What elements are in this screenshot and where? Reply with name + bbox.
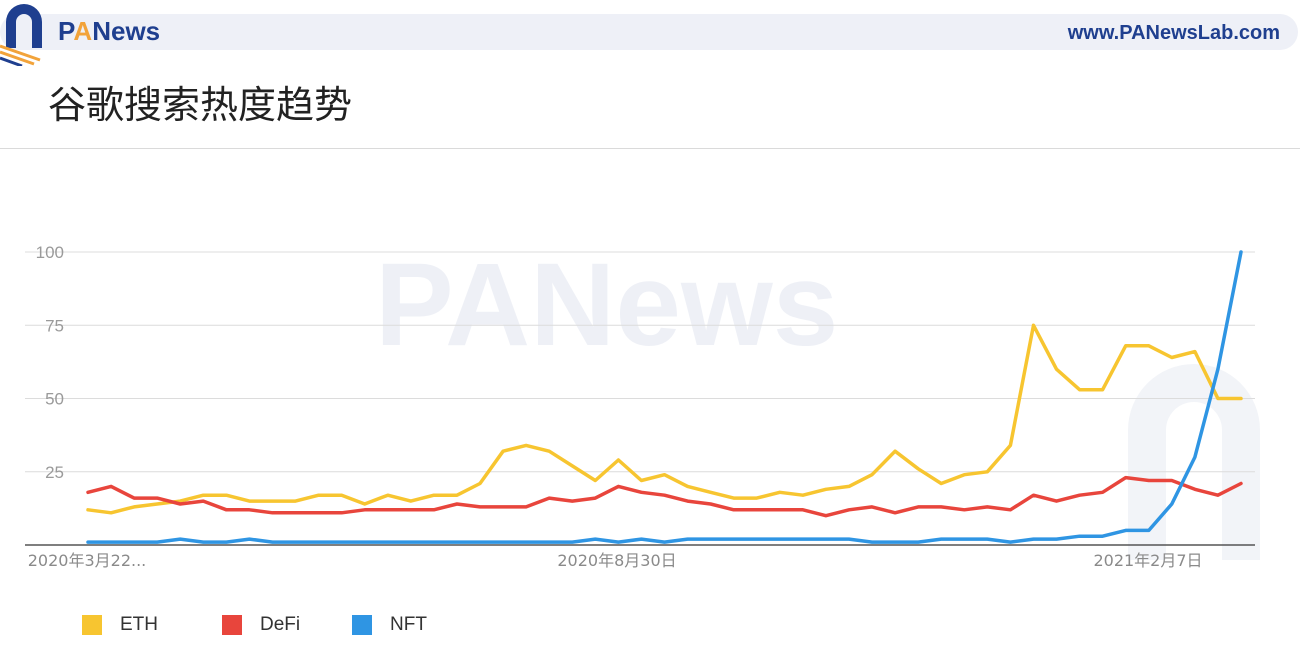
watermark-logo-icon: [1128, 364, 1260, 560]
x-tick-label: 2021年2月7日: [1093, 551, 1202, 570]
legend-item-defi: DeFi: [222, 612, 300, 638]
page-title: 谷歌搜索热度趋势: [48, 83, 353, 127]
legend-label-eth: ETH: [120, 614, 158, 635]
series-line-nft: [86, 250, 1243, 544]
y-tick-label: 100: [36, 243, 64, 262]
x-tick-label: 2020年3月22...: [28, 551, 147, 570]
website-url[interactable]: www.PANewsLab.com: [1067, 22, 1280, 44]
legend-swatch-defi: [222, 615, 242, 635]
legend-swatch-eth: [82, 615, 102, 635]
legend-item-nft: NFT: [352, 612, 427, 638]
chart-series: [86, 250, 1243, 544]
watermark-text: PANews: [375, 239, 838, 371]
series-line-eth: [86, 323, 1243, 515]
x-tick-label: 2020年8月30日: [557, 551, 676, 570]
y-axis-ticks: 25 50 75 100: [36, 243, 64, 482]
y-tick-label: 50: [45, 390, 64, 409]
header-divider: [0, 148, 1300, 149]
panews-logo-icon: [0, 4, 42, 66]
brand-name: PANews: [58, 16, 161, 46]
legend-item-eth: ETH: [82, 612, 158, 638]
y-tick-label: 75: [45, 316, 64, 335]
x-axis-ticks: 2020年3月22... 2020年8月30日 2021年2月7日: [28, 551, 1203, 570]
header-bar: [0, 14, 1298, 50]
legend-swatch-nft: [352, 615, 372, 635]
panews-watermark: PANews: [375, 239, 1260, 560]
legend-label-defi: DeFi: [260, 614, 301, 635]
chart-grid: [25, 251, 1255, 546]
series-line-defi: [86, 475, 1243, 518]
legend-label-nft: NFT: [390, 614, 427, 635]
y-tick-label: 25: [45, 463, 64, 482]
